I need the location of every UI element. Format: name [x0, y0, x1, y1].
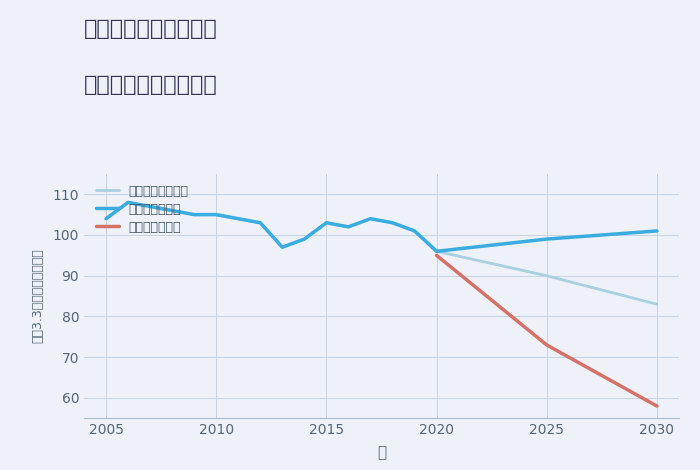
- Text: 愛知県瀬戸市川西町の: 愛知県瀬戸市川西町の: [84, 19, 218, 39]
- グッドシナリオ: [410, 228, 419, 234]
- ノーマルシナリオ: [168, 208, 176, 213]
- ノーマルシナリオ: [190, 212, 198, 218]
- Y-axis label: 坪（3.3㎡）単価（万円）: 坪（3.3㎡）単価（万円）: [32, 249, 44, 344]
- ノーマルシナリオ: [433, 249, 441, 254]
- グッドシナリオ: [322, 220, 330, 226]
- Line: バッドシナリオ: バッドシナリオ: [437, 255, 657, 406]
- グッドシナリオ: [433, 249, 441, 254]
- ノーマルシナリオ: [278, 244, 286, 250]
- ノーマルシナリオ: [146, 204, 154, 209]
- Legend: ノーマルシナリオ, グッドシナリオ, バッドシナリオ: ノーマルシナリオ, グッドシナリオ, バッドシナリオ: [96, 185, 189, 234]
- バッドシナリオ: [433, 252, 441, 258]
- グッドシナリオ: [389, 220, 397, 226]
- ノーマルシナリオ: [256, 220, 265, 226]
- グッドシナリオ: [146, 204, 154, 209]
- ノーマルシナリオ: [124, 200, 132, 205]
- バッドシナリオ: [542, 342, 551, 348]
- グッドシナリオ: [102, 216, 110, 221]
- ノーマルシナリオ: [542, 273, 551, 279]
- Line: ノーマルシナリオ: ノーマルシナリオ: [106, 203, 657, 304]
- グッドシナリオ: [190, 212, 198, 218]
- グッドシナリオ: [542, 236, 551, 242]
- グッドシナリオ: [653, 228, 662, 234]
- グッドシナリオ: [344, 224, 353, 230]
- バッドシナリオ: [653, 403, 662, 409]
- ノーマルシナリオ: [410, 228, 419, 234]
- ノーマルシナリオ: [212, 212, 220, 218]
- グッドシナリオ: [124, 200, 132, 205]
- ノーマルシナリオ: [344, 224, 353, 230]
- ノーマルシナリオ: [234, 216, 242, 221]
- X-axis label: 年: 年: [377, 446, 386, 461]
- グッドシナリオ: [366, 216, 375, 221]
- ノーマルシナリオ: [300, 236, 309, 242]
- グッドシナリオ: [300, 236, 309, 242]
- グッドシナリオ: [212, 212, 220, 218]
- グッドシナリオ: [234, 216, 242, 221]
- ノーマルシナリオ: [322, 220, 330, 226]
- グッドシナリオ: [278, 244, 286, 250]
- ノーマルシナリオ: [653, 301, 662, 307]
- ノーマルシナリオ: [102, 216, 110, 221]
- グッドシナリオ: [168, 208, 176, 213]
- グッドシナリオ: [256, 220, 265, 226]
- Text: 中古戸建ての価格推移: 中古戸建ての価格推移: [84, 75, 218, 95]
- ノーマルシナリオ: [389, 220, 397, 226]
- ノーマルシナリオ: [366, 216, 375, 221]
- Line: グッドシナリオ: グッドシナリオ: [106, 203, 657, 251]
